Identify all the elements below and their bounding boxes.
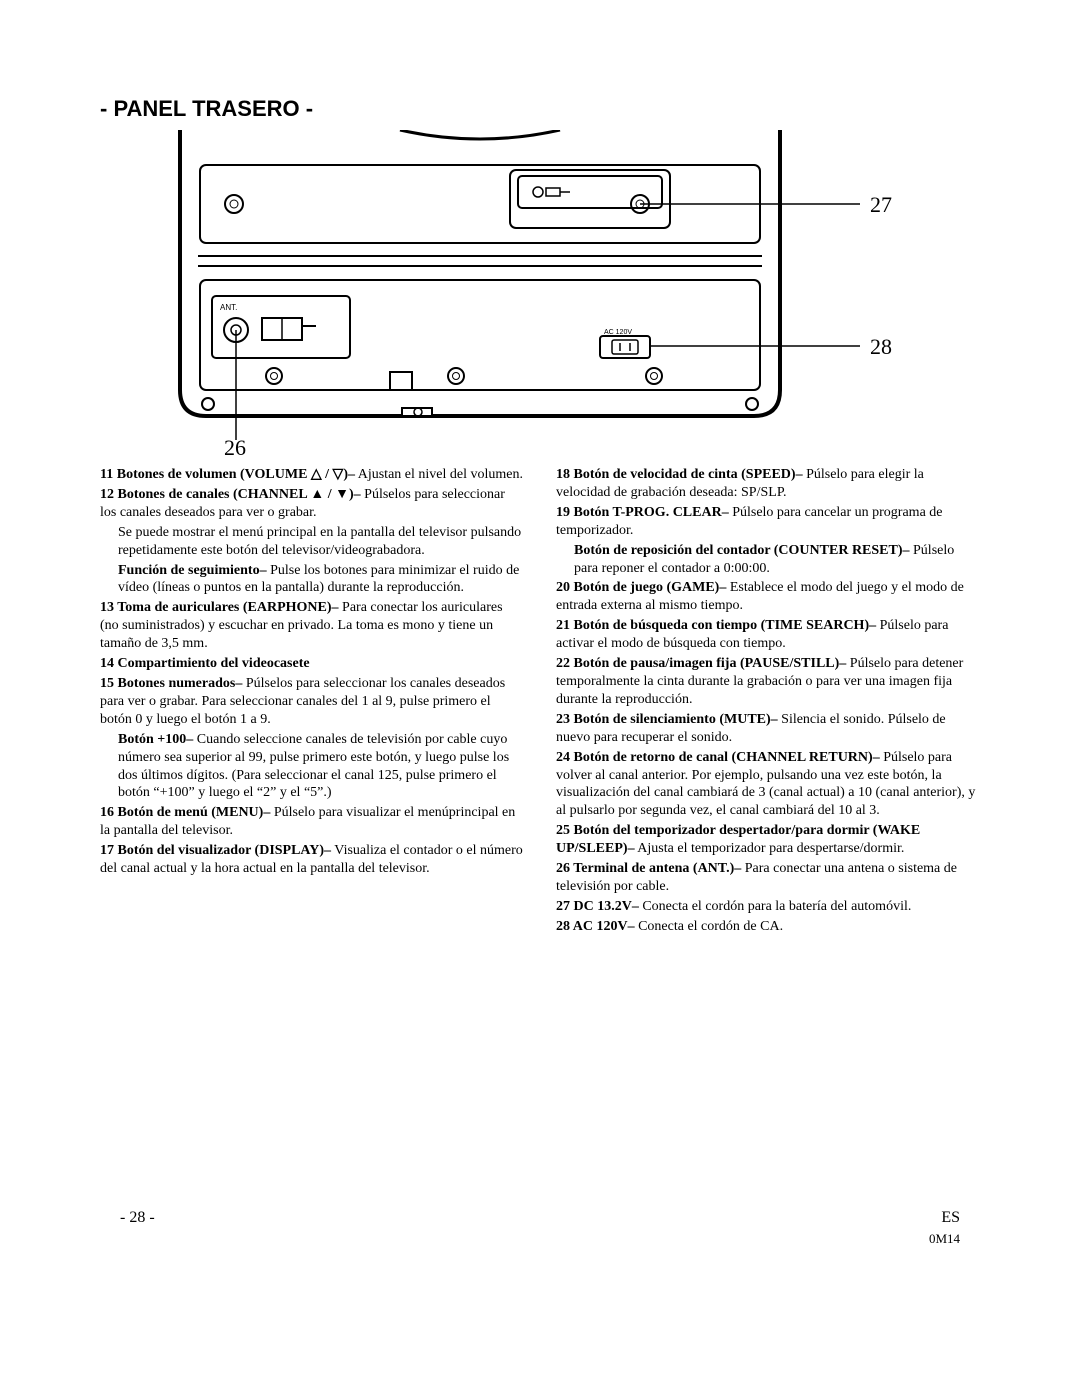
description-item: 18 Botón de velocidad de cinta (SPEED)– … [556,466,980,502]
description-item: 20 Botón de juego (GAME)– Establece el m… [556,579,980,615]
description-item: 24 Botón de retorno de canal (CHANNEL RE… [556,749,980,821]
description-item: 13 Toma de auriculares (EARPHONE)– Para … [100,599,524,653]
description-item: 28 AC 120V– Conecta el cordón de CA. [556,918,980,936]
callout-28: 28 [870,334,892,360]
description-item: Botón +100– Cuando seleccione canales de… [100,731,524,803]
rear-panel-diagram: ANT. AC 120V 27 28 26 [100,130,980,460]
description-item: Botón de reposición del contador (COUNTE… [556,542,980,578]
description-item: 11 Botones de volumen (VOLUME △ / ▽)– Aj… [100,466,524,484]
callout-27: 27 [870,192,892,218]
description-item: 23 Botón de silenciamiento (MUTE)– Silen… [556,711,980,747]
description-item: 15 Botones numerados– Púlselos para sele… [100,675,524,729]
description-item: Función de seguimiento– Pulse los botone… [100,562,524,598]
description-item: 21 Botón de búsqueda con tiempo (TIME SE… [556,617,980,653]
diagram-svg: ANT. AC 120V [100,130,980,460]
description-item: 25 Botón del temporizador despertador/pa… [556,822,980,858]
description-item: 19 Botón T-PROG. CLEAR– Púlselo para can… [556,504,980,540]
svg-text:AC 120V: AC 120V [604,329,632,336]
description-item: 22 Botón de pausa/imagen fija (PAUSE/STI… [556,655,980,709]
page-title: - PANEL TRASERO - [100,96,980,122]
description-item: 16 Botón de menú (MENU)– Púlselo para vi… [100,804,524,840]
callout-26: 26 [224,435,246,461]
description-item: 14 Compartimiento del videocasete [100,655,524,673]
page-number: - 28 - [120,1209,155,1227]
description-item: Se puede mostrar el menú principal en la… [100,524,524,560]
svg-text:ANT.: ANT. [220,303,237,312]
description-item: 27 DC 13.2V– Conecta el cordón para la b… [556,898,980,916]
left-column: 11 Botones de volumen (VOLUME △ / ▽)– Aj… [100,466,524,938]
description-item: 26 Terminal de antena (ANT.)– Para conec… [556,860,980,896]
doc-code: 0M14 [929,1231,960,1247]
description-item: 17 Botón del visualizador (DISPLAY)– Vis… [100,842,524,878]
right-column: 18 Botón de velocidad de cinta (SPEED)– … [556,466,980,938]
description-item: 12 Botones de canales (CHANNEL ▲ / ▼)– P… [100,486,524,522]
description-columns: 11 Botones de volumen (VOLUME △ / ▽)– Aj… [100,466,980,938]
page-footer: - 28 - ES [0,1209,1080,1227]
lang-code: ES [941,1209,960,1227]
